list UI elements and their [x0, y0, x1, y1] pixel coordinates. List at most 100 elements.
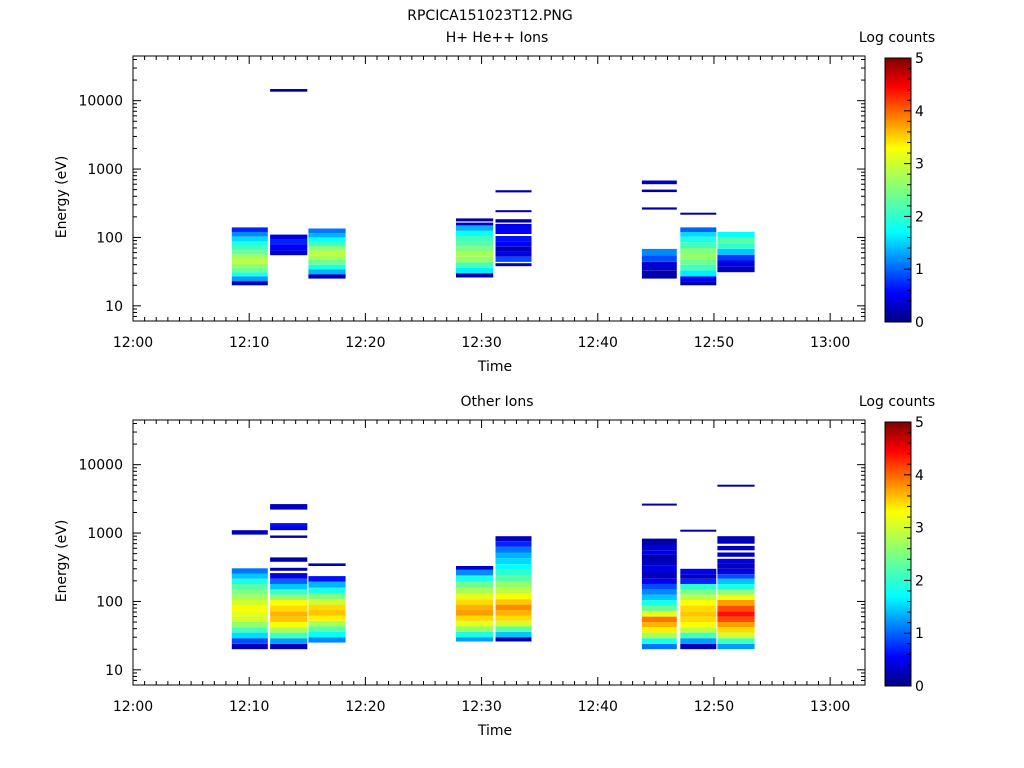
y-axis-label: Energy (eV) — [54, 520, 70, 603]
spectrogram-cell — [680, 264, 717, 271]
spectrogram-cell — [270, 573, 308, 579]
spectrogram-cell — [270, 526, 308, 531]
spectrogram-cell — [717, 616, 755, 622]
spectrogram-cell — [680, 643, 717, 650]
spectrogram-cell — [717, 600, 755, 606]
spectrogram-cell — [680, 232, 717, 237]
x-axis-label: Time — [477, 359, 512, 375]
spectrogram-cell — [495, 251, 532, 257]
spectrogram-cell — [231, 568, 268, 574]
spectrogram-cell — [308, 587, 346, 594]
spectrogram-cell — [270, 239, 308, 245]
spectrogram-cell — [456, 615, 494, 621]
spectrogram-cell — [456, 626, 494, 632]
y-tick-label: 100 — [96, 230, 123, 246]
spectrogram-cell — [231, 267, 268, 273]
colorbar-tick-label: 2 — [915, 573, 924, 589]
spectrogram-cell — [495, 210, 532, 213]
spectrogram-cell — [456, 569, 494, 576]
spectrogram-cell — [495, 620, 532, 627]
spectrogram-cell — [308, 626, 346, 632]
spectrogram-cell — [495, 263, 532, 267]
spectrogram-cell — [456, 236, 494, 242]
spectrogram-cell — [308, 563, 346, 566]
spectrogram-cell — [641, 248, 677, 256]
spectrogram-cell — [717, 574, 755, 579]
spectrogram-cells — [231, 484, 755, 650]
spectrogram-cell — [717, 237, 755, 244]
page-title: RPCICA151023T12.PNG — [407, 8, 572, 24]
x-tick-label: 13:00 — [810, 335, 850, 351]
spectrogram-cell — [641, 270, 677, 279]
spectrogram-cell — [456, 604, 494, 610]
spectrogram-cell — [308, 264, 346, 270]
spectrogram-cell — [717, 536, 755, 544]
spectrogram-cell — [717, 558, 755, 564]
colorbar-tick-label: 3 — [915, 521, 924, 537]
spectrogram-cell — [231, 594, 268, 600]
spectrogram-cell — [231, 232, 268, 237]
spectrogram-cell — [308, 599, 346, 605]
spectrogram-cell — [717, 622, 755, 628]
spectrogram-cell — [495, 637, 532, 642]
spectrogram-cell — [495, 228, 532, 234]
spectrogram-cell — [641, 589, 677, 595]
plot-frame — [132, 55, 866, 322]
spectrogram-cell — [456, 262, 494, 268]
spectrogram-cell — [717, 266, 755, 273]
spectrogram-cell — [641, 550, 677, 555]
spectrogram-cell — [717, 594, 755, 600]
spectrogram-cell — [270, 600, 308, 606]
spectrogram-cell — [270, 567, 308, 571]
spectrogram-cell — [495, 546, 532, 553]
spectrogram-cell — [495, 610, 532, 616]
spectrogram-cell — [456, 273, 494, 278]
spectrogram-cell — [231, 638, 268, 644]
spectrogram-cell — [495, 558, 532, 565]
spectrogram-cell — [717, 632, 755, 639]
x-tick-label: 12:00 — [113, 335, 153, 351]
spectrogram-cell — [231, 227, 268, 232]
spectrogram-cell — [641, 544, 677, 551]
spectrogram-cell — [641, 627, 677, 633]
spectrogram-cell — [231, 530, 268, 535]
spectrogram-cell — [231, 236, 268, 242]
spectrogram-cell — [717, 254, 755, 261]
spectrogram-cell — [641, 255, 677, 262]
spectrogram-cell — [456, 566, 494, 570]
spectrogram-cell — [717, 232, 755, 238]
spectrogram-cell — [680, 627, 717, 633]
spectrogram-cell — [270, 594, 308, 600]
spectrogram-cell — [308, 241, 346, 247]
spectrogram-cell — [231, 259, 268, 264]
spectrogram-cell — [308, 246, 346, 251]
spectrogram-cell — [495, 631, 532, 638]
spectrogram-cell — [456, 222, 494, 226]
colorbar-label: Log counts — [859, 30, 935, 46]
spectrogram-cell — [270, 638, 308, 644]
x-tick-label: 12:30 — [461, 335, 501, 351]
spectrogram-cell — [680, 248, 717, 254]
spectrogram-cell — [495, 593, 532, 600]
spectrogram-cell — [270, 605, 308, 612]
spectrogram-cell — [641, 616, 677, 622]
plot-frame — [132, 419, 866, 686]
spectrogram-cell — [641, 643, 677, 650]
colorbar-label: Log counts — [859, 394, 935, 410]
spectrogram-cell — [270, 622, 308, 628]
colorbar-tick-label: 1 — [915, 262, 924, 278]
spectrogram-cell — [641, 605, 677, 612]
colorbar-tick-label: 1 — [915, 626, 924, 642]
spectrogram-cell — [231, 254, 268, 260]
spectrogram-cell — [270, 234, 308, 239]
spectrogram-cell — [717, 627, 755, 633]
spectrogram-cell — [270, 627, 308, 633]
spectrogram-cell — [680, 281, 717, 286]
spectrogram-cell — [717, 605, 755, 612]
spectrogram-cell — [641, 566, 677, 572]
spectrogram-cell — [231, 622, 268, 628]
spectrogram-cell — [231, 605, 268, 612]
spectrogram-cell — [680, 611, 717, 617]
spectrogram-cell — [680, 632, 717, 639]
spectrogram-cell — [270, 557, 308, 562]
